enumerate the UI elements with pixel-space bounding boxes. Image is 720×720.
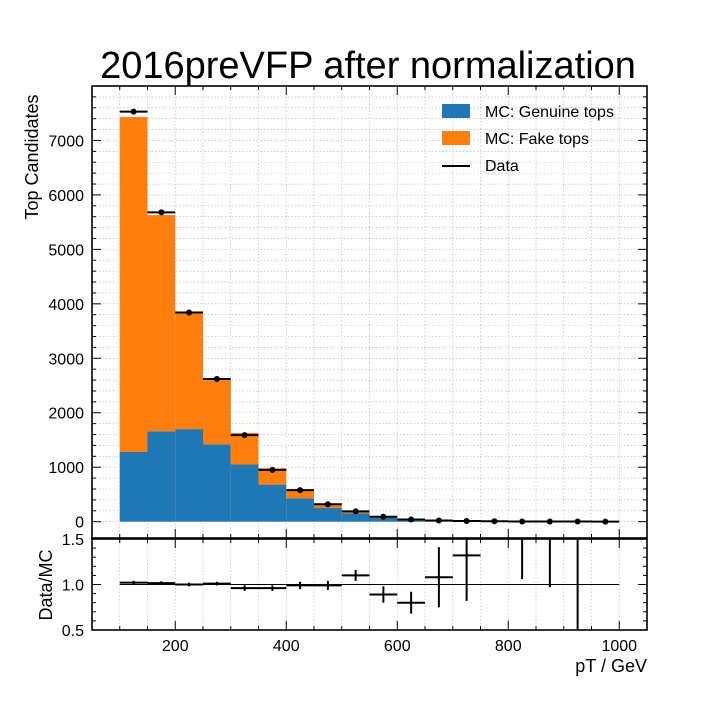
x-tick-label: 1000 xyxy=(601,638,637,655)
x-tick-label: 600 xyxy=(384,638,411,655)
ratio-y-tick-label: 1.5 xyxy=(62,532,84,549)
data-point xyxy=(269,466,276,473)
ratio-panel: 0.5 1.0 1.5 200 400 600 800 1000 xyxy=(62,532,648,655)
data-point xyxy=(324,501,331,508)
data-point xyxy=(519,518,526,525)
bar-fake-tops xyxy=(175,312,203,430)
x-tick-label: 200 xyxy=(162,638,189,655)
ratio-y-tick-label: 0.5 xyxy=(62,623,84,640)
bar-fake-tops xyxy=(286,490,314,499)
data-point xyxy=(158,209,165,216)
bar-genuine-tops xyxy=(203,444,231,522)
data-point xyxy=(297,487,304,494)
data-point xyxy=(574,518,581,525)
y-tick-label: 5000 xyxy=(48,242,84,259)
data-point xyxy=(463,518,470,525)
x-tick-label: 800 xyxy=(495,638,522,655)
legend-swatch xyxy=(442,131,470,145)
bar-genuine-tops xyxy=(314,508,342,522)
data-point xyxy=(352,508,359,515)
chart-title: 2016preVFP after normalization xyxy=(100,45,636,87)
y-tick-label: 7000 xyxy=(48,133,84,150)
legend-label: MC: Fake tops xyxy=(485,131,589,148)
bar-genuine-tops xyxy=(230,464,259,522)
bar-genuine-tops xyxy=(286,498,314,522)
data-point xyxy=(491,518,498,525)
ratio-y-tick-label: 1.0 xyxy=(62,578,84,595)
main-panel: 0 1000 2000 3000 4000 5000 6000 7000 xyxy=(48,85,648,539)
bar-genuine-tops xyxy=(258,484,287,522)
bar-genuine-tops xyxy=(175,429,203,522)
y-tick-label: 2000 xyxy=(48,406,84,423)
x-axis-label: pT / GeV xyxy=(575,656,647,676)
legend: MC: Genuine tops MC: Fake tops Data xyxy=(442,104,614,175)
data-point xyxy=(546,518,553,525)
data-point xyxy=(435,517,442,524)
data-points xyxy=(119,108,620,525)
bar-fake-tops xyxy=(119,117,148,452)
ratio-ticks xyxy=(92,538,647,631)
y-tick-label: 6000 xyxy=(48,188,84,205)
legend-label: Data xyxy=(485,158,519,175)
ratio-y-axis-label: Data/MC xyxy=(36,549,56,620)
x-tick-label: 400 xyxy=(273,638,300,655)
data-point xyxy=(241,432,248,439)
bar-genuine-tops xyxy=(147,431,176,522)
legend-label: MC: Genuine tops xyxy=(485,104,614,121)
bar-fake-tops xyxy=(147,215,176,432)
data-point xyxy=(602,518,609,525)
bar-fake-tops xyxy=(230,432,259,465)
y-tick-label: 4000 xyxy=(48,297,84,314)
y-axis-label: Top Candidates xyxy=(22,94,42,219)
bar-genuine-tops xyxy=(119,451,148,522)
bar-fake-tops xyxy=(258,468,287,485)
y-tick-label: 0 xyxy=(75,515,84,532)
y-tick-label: 1000 xyxy=(48,460,84,477)
bar-genuine-tops xyxy=(341,513,370,522)
data-point xyxy=(186,309,193,316)
data-point xyxy=(130,108,137,115)
data-point xyxy=(213,375,220,382)
data-point xyxy=(380,513,387,520)
legend-swatch xyxy=(442,104,470,118)
bar-fake-tops xyxy=(203,380,231,445)
y-tick-label: 3000 xyxy=(48,351,84,368)
main-ticks xyxy=(92,86,647,538)
data-point xyxy=(408,516,415,523)
